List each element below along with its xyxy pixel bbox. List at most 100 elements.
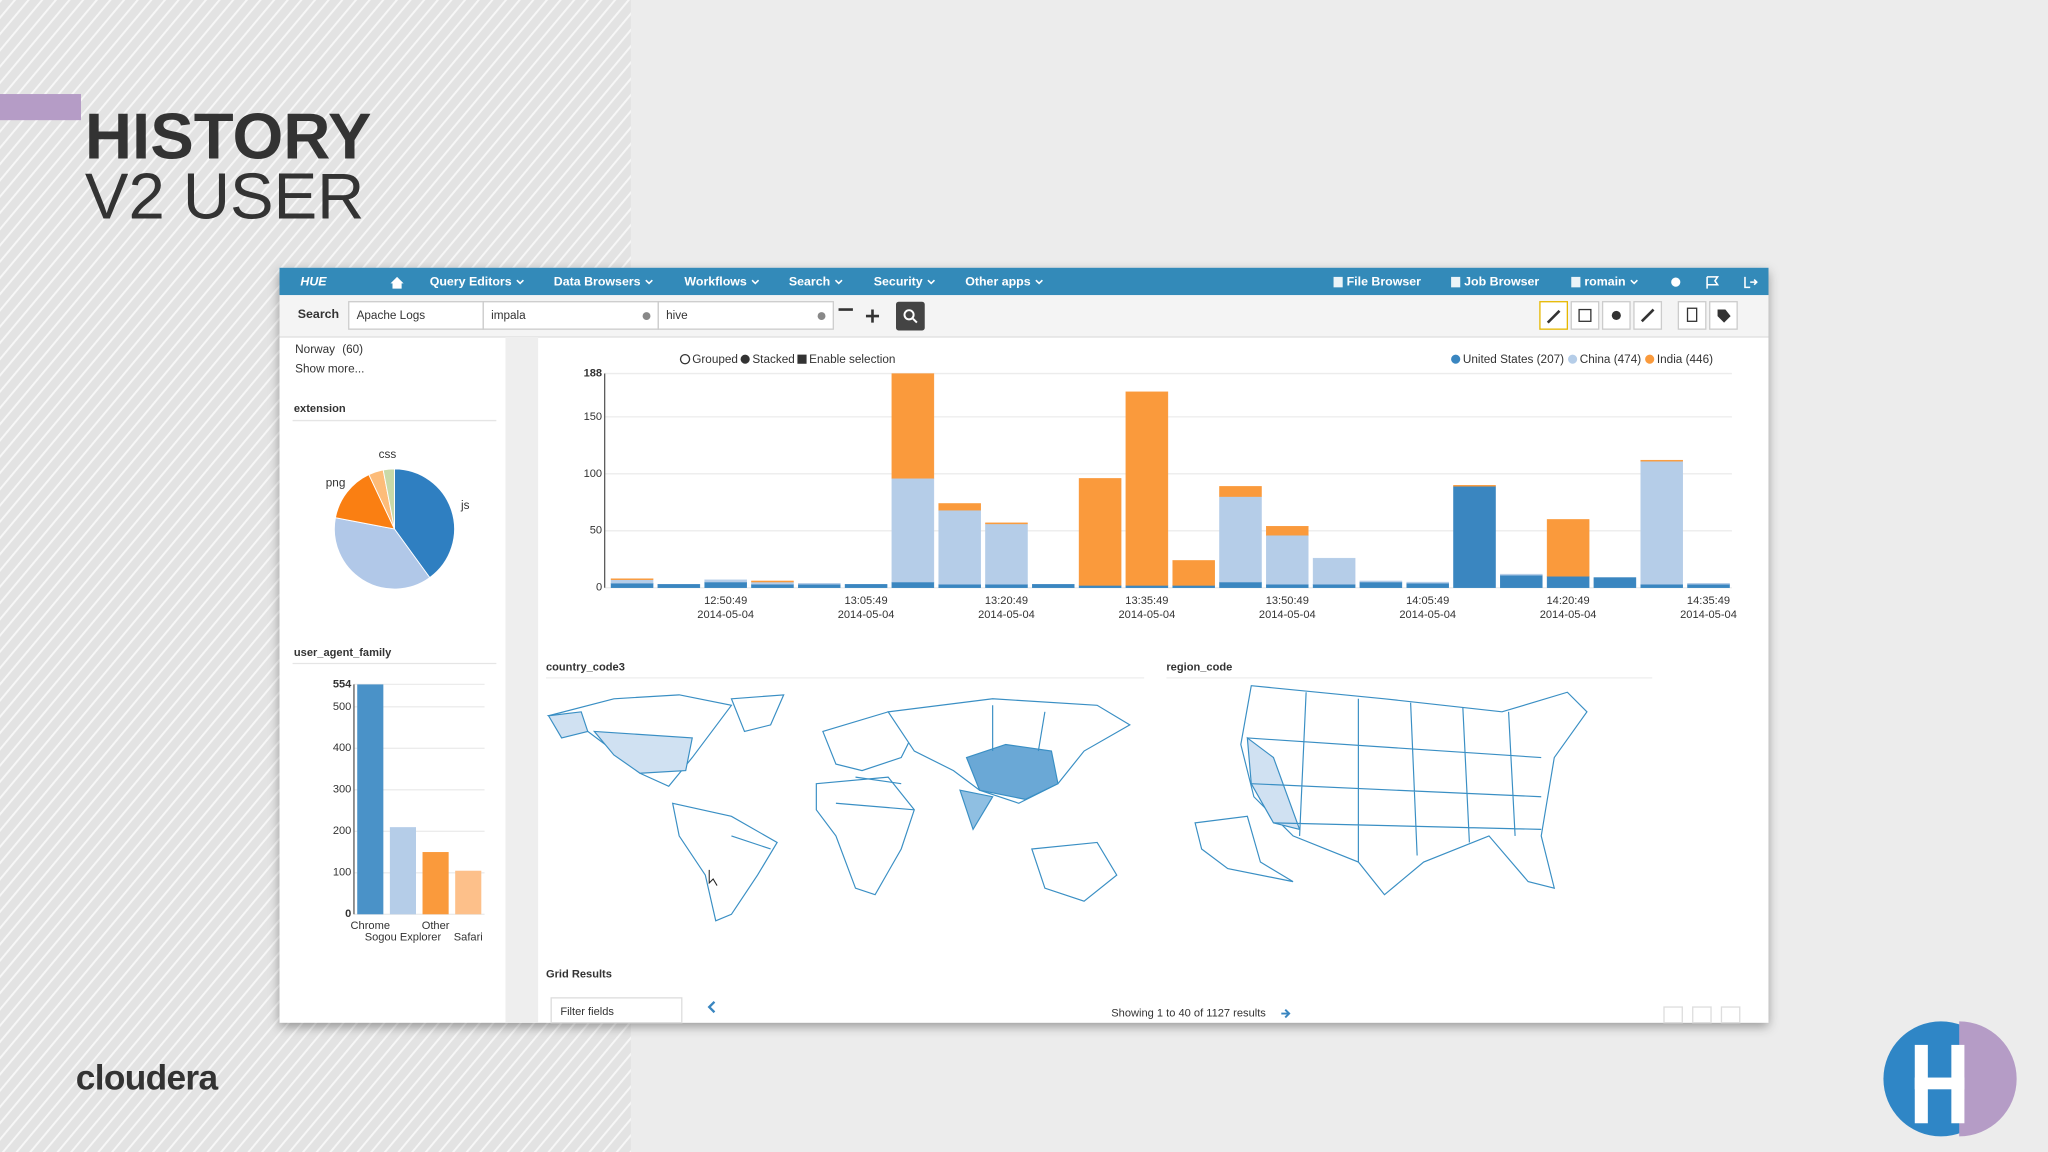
slice-label: js [460, 499, 470, 512]
flag-icon[interactable] [1706, 276, 1720, 289]
x-tick-label: 2014-05-04 [1680, 609, 1737, 621]
nav-item[interactable]: Search [789, 274, 830, 288]
export-button[interactable] [1663, 1006, 1683, 1024]
bar-segment [1266, 535, 1309, 585]
checkbox[interactable] [797, 354, 807, 364]
x-tick-label: 13:50:49 [1266, 595, 1309, 607]
add-query[interactable] [865, 309, 880, 323]
bar-segment [985, 523, 1028, 585]
nav-icon [1451, 276, 1461, 288]
nav-bar [279, 267, 1769, 296]
x-tick-label: 13:35:49 [1125, 595, 1168, 607]
radio-option[interactable] [740, 354, 750, 364]
clear-icon[interactable] [817, 312, 826, 320]
filter-placeholder: Filter fields [560, 1006, 614, 1018]
slide-subtitle: V2 USER [85, 159, 364, 232]
nav-item[interactable]: Other apps [965, 274, 1031, 288]
bar-segment [751, 581, 794, 585]
clear-icon[interactable] [642, 312, 651, 320]
filter-input[interactable] [550, 997, 683, 1024]
bar-segment [1546, 576, 1590, 588]
logout-icon[interactable] [1744, 276, 1758, 289]
bar-segment [1406, 583, 1449, 588]
nav-item[interactable]: Job Browser [1464, 274, 1539, 288]
legend-swatch[interactable] [1568, 354, 1578, 364]
bar-segment [657, 584, 701, 588]
bar [357, 684, 384, 915]
legend-swatch[interactable] [1451, 354, 1461, 364]
edit-button[interactable] [1539, 301, 1568, 330]
hue-window: HUE Query Editors Data Browsers Workflows S… [279, 267, 1769, 1024]
collection-name: Apache Logs [357, 309, 426, 322]
pie-slice [334, 474, 396, 530]
x-tick-label: 14:05:49 [1406, 595, 1449, 607]
pencil-icon [1546, 309, 1561, 324]
bar [389, 827, 416, 915]
legend-label: United States (207) [1463, 353, 1564, 366]
bar-segment [1453, 485, 1496, 487]
nav-item[interactable]: Query Editors [430, 274, 512, 288]
new-button[interactable] [1677, 301, 1707, 330]
bar-segment [1125, 585, 1169, 588]
x-tick-label: Other [422, 920, 450, 932]
dropdown-caret [1035, 279, 1043, 285]
facet-value[interactable]: Norway [295, 343, 335, 356]
dropdown-caret [645, 279, 653, 285]
nav-item[interactable]: Data Browsers [554, 274, 641, 288]
collapse-icon[interactable] [707, 1000, 716, 1014]
bar-segment [1266, 584, 1309, 588]
x-tick-label: 2014-05-04 [1399, 609, 1456, 621]
y-tick-label: 200 [333, 825, 352, 837]
alaska [1194, 815, 1294, 883]
next-icon[interactable] [1281, 1008, 1291, 1019]
nav-item[interactable]: File Browser [1347, 274, 1422, 288]
home-icon[interactable] [390, 276, 404, 289]
query-field[interactable] [482, 301, 659, 330]
usa [592, 730, 693, 774]
export-button[interactable] [1720, 1006, 1741, 1024]
bar-segment [610, 583, 654, 588]
radio-option[interactable] [679, 353, 691, 365]
bar-segment [891, 373, 935, 479]
legend-swatch[interactable] [1645, 354, 1655, 364]
nav-item[interactable]: romain [1584, 274, 1625, 288]
export-button[interactable] [1692, 1006, 1712, 1024]
save-icon [1578, 308, 1592, 322]
query-field[interactable] [657, 301, 834, 330]
tag-icon [1717, 309, 1731, 323]
bar-segment [751, 580, 794, 583]
y-tick-label: 100 [333, 867, 352, 879]
nav-item[interactable]: Workflows [684, 274, 747, 288]
y-tick-label: 0 [596, 582, 602, 594]
bar-segment [1078, 478, 1122, 586]
remove-query[interactable] [838, 308, 853, 311]
save-button[interactable] [1570, 301, 1600, 330]
collection-field[interactable] [348, 301, 484, 330]
bar-segment [1687, 584, 1730, 588]
china [965, 743, 1059, 800]
search-button[interactable] [896, 301, 925, 331]
logo: HUE [300, 274, 327, 288]
accent-bar [0, 94, 81, 121]
bar-segment [1266, 526, 1309, 536]
y-tick-label: 188 [584, 367, 603, 379]
y-tick-label: 100 [584, 468, 603, 480]
show-more[interactable]: Show more... [295, 363, 364, 376]
help-icon[interactable] [1671, 277, 1681, 287]
x-tick-label: Safari [454, 932, 483, 944]
bar-segment [891, 581, 935, 588]
bar-segment [704, 581, 747, 588]
y-tick-label: 400 [333, 742, 352, 754]
x-tick-label: 2014-05-04 [1540, 609, 1597, 621]
bar-segment [1032, 584, 1075, 588]
bar-segment [1125, 391, 1169, 586]
bar-segment [985, 522, 1028, 525]
bar-segment [1172, 585, 1215, 588]
dropdown-caret [1630, 279, 1638, 285]
bar-segment [1359, 581, 1403, 588]
mode-label: Enable selection [809, 353, 895, 366]
bar-segment [891, 478, 935, 583]
y-tick-label: 500 [333, 701, 352, 713]
nav-item[interactable]: Security [874, 274, 923, 288]
us-map [1194, 685, 1588, 896]
